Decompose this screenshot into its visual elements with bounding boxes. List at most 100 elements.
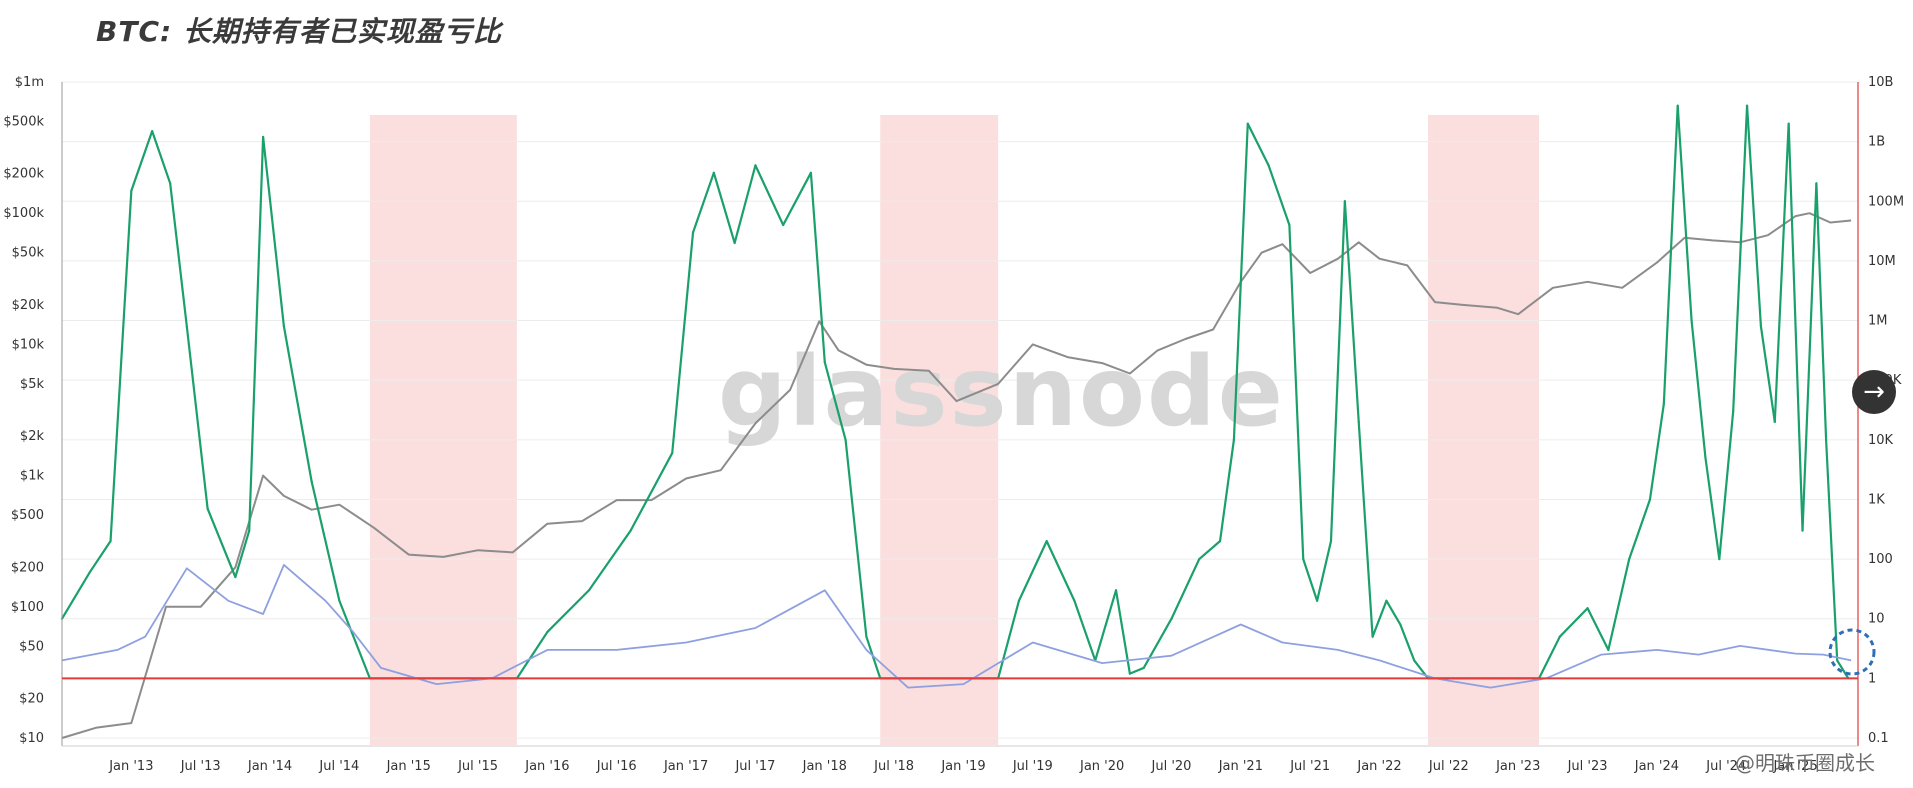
x-tick-label: Jul '18: [873, 759, 914, 774]
next-arrow-button[interactable]: →: [1852, 370, 1896, 414]
ratio-segment-41: [1170, 557, 1201, 620]
right-tick-label: 1K: [1868, 492, 1885, 507]
ratio-segment-9: [248, 135, 265, 532]
ratio-segment-68: [1718, 410, 1735, 561]
ratio-segment-76: [1825, 438, 1839, 662]
ratio-segment-72: [1773, 122, 1790, 423]
ratio-segment-27: [782, 171, 813, 227]
ratio-segment-53: [1371, 599, 1388, 638]
ratio-segment-7: [206, 507, 237, 579]
bear-shading-band-2: [1428, 115, 1540, 745]
left-tick-label: $1m: [15, 75, 44, 90]
x-tick-label: Jan '14: [247, 759, 292, 774]
ratio-segment-19: [546, 589, 591, 634]
left-tick-label: $500: [11, 508, 44, 523]
right-tick-label: 0.1: [1868, 731, 1889, 746]
chart-title: BTC: 长期持有者已实现盈亏比: [96, 15, 502, 48]
bear-market-shading: [369, 115, 1540, 745]
ratio-segment-48: [1302, 557, 1319, 602]
ratio-segment-23: [691, 171, 715, 234]
x-tick-label: Jul '16: [596, 759, 637, 774]
right-tick-label: 10M: [1868, 254, 1896, 269]
ratio-segment-22: [671, 231, 695, 455]
x-tick-label: Jul '23: [1567, 759, 1608, 774]
ratio-segment-0: [60, 571, 91, 620]
x-tick-label: Jul '20: [1151, 759, 1192, 774]
ratio-segment-25: [733, 164, 757, 245]
ratio-segment-5: [169, 182, 188, 328]
ratio-segment-40: [1142, 617, 1173, 669]
right-tick-label: 10B: [1868, 75, 1893, 90]
ratio-segment-34: [1017, 540, 1048, 602]
ratio-segment-63: [1648, 402, 1665, 501]
ratio-segment-69: [1732, 104, 1749, 413]
left-tick-label: $100: [11, 600, 44, 615]
left-tick-label: $10k: [12, 337, 45, 352]
ratio-segment-44: [1232, 122, 1249, 441]
ratio-segment-67: [1704, 456, 1721, 561]
ratio-segment-77: [1836, 659, 1850, 680]
ratio-segment-59: [1558, 607, 1589, 638]
ratio-segment-45: [1246, 122, 1270, 167]
axes: [61, 82, 1859, 747]
ratio-segment-62: [1628, 498, 1652, 561]
right-tick-label: 1M: [1868, 314, 1888, 329]
ratio-segment-55: [1399, 623, 1416, 662]
ratio-segment-61: [1607, 557, 1631, 652]
x-tick-label: Jul '13: [180, 759, 221, 774]
left-tick-label: $100k: [3, 206, 44, 221]
x-tick-label: Jul '21: [1289, 759, 1330, 774]
x-tick-label: Jan '24: [1634, 759, 1679, 774]
ratio-segment-58: [1537, 635, 1561, 680]
right-tick-label: 100M: [1868, 194, 1904, 209]
ratio-segment-65: [1676, 104, 1693, 322]
x-tick-label: Jan '19: [940, 759, 985, 774]
ratio-segment-33: [997, 599, 1021, 680]
ratio-segment-35: [1045, 540, 1076, 602]
ratio-segment-4: [151, 130, 172, 185]
left-tick-label: $50: [19, 639, 44, 654]
left-tick-label: $20: [19, 692, 44, 707]
left-tick-label: $200k: [3, 167, 44, 182]
x-tick-label: Jan '15: [386, 759, 431, 774]
left-tick-label: $10: [19, 731, 44, 746]
x-tick-label: Jul '14: [318, 759, 359, 774]
ratio-segment-8: [234, 529, 251, 579]
ratio-segment-71: [1759, 325, 1776, 423]
ratio-segment-6: [185, 325, 209, 510]
ratio-segment-60: [1586, 607, 1610, 652]
ratio-segment-46: [1267, 164, 1291, 227]
ratio-segment-12: [310, 480, 341, 602]
ratio-segment-37: [1094, 589, 1118, 662]
ratio-segment-36: [1073, 599, 1097, 662]
ratio-segment-75: [1815, 182, 1828, 441]
ratio-segment-11: [282, 325, 313, 483]
ratio-segment-2: [109, 189, 133, 543]
left-tick-label: $20k: [12, 298, 45, 313]
ratio-segment-28: [809, 171, 826, 364]
x-tick-label: Jan '17: [663, 759, 708, 774]
bear-shading-band-1: [880, 115, 999, 745]
ratio-segment-29: [823, 361, 847, 441]
x-tick-label: Jan '13: [108, 759, 153, 774]
series-line-2: [61, 564, 1852, 689]
ratio-segment-24: [712, 171, 736, 245]
x-tick-label: Jan '18: [802, 759, 847, 774]
x-tick-label: Jan '21: [1218, 759, 1263, 774]
ratio-segment-51: [1343, 200, 1360, 423]
ratio-segment-13: [338, 599, 371, 680]
x-tick-label: Jul '15: [457, 759, 498, 774]
bear-shading-band-0: [369, 115, 517, 745]
ratio-segment-74: [1801, 182, 1818, 532]
x-tick-label: Jan '20: [1079, 759, 1124, 774]
x-tick-label: Jul '19: [1012, 759, 1053, 774]
right-tick-label: 100: [1868, 552, 1893, 567]
credit-watermark: @明珠币圈成长: [1735, 751, 1875, 775]
ratio-segment-52: [1357, 420, 1374, 638]
ratio-segment-54: [1385, 599, 1402, 626]
series-line-0: [61, 212, 1852, 739]
ratio-segment-42: [1198, 540, 1222, 561]
x-tick-label: Jul '17: [734, 759, 775, 774]
right-tick-label: 1B: [1868, 135, 1885, 150]
